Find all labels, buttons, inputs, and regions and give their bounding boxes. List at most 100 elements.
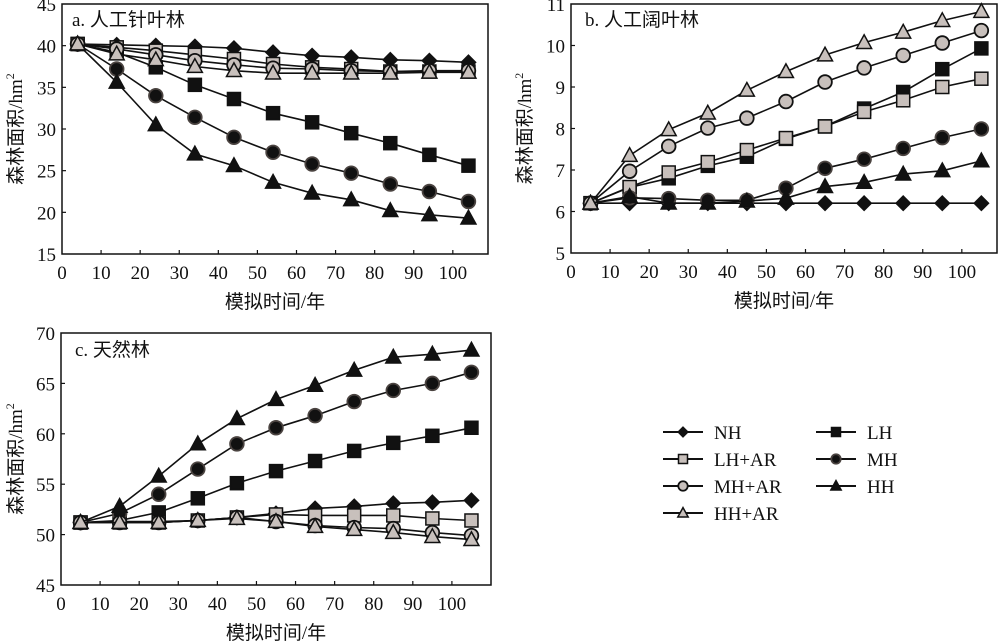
x-axis-title: 模拟时间/年 [226, 622, 326, 643]
data-point [110, 497, 129, 513]
data-point [777, 188, 795, 205]
data-point [382, 176, 399, 192]
legend-item: HH+AR [663, 504, 779, 525]
data-point [778, 93, 794, 110]
x-tick-label: 50 [247, 594, 266, 615]
data-point [346, 443, 362, 459]
x-tick-label: 70 [326, 263, 345, 284]
data-point [421, 183, 438, 200]
data-point [856, 104, 872, 120]
data-point [267, 512, 285, 529]
chart-c: 0 10 20 30 40 50 60 70 80 90 100 45 50 55 60 65 70 c. 天然林… [3, 324, 492, 643]
y-tick-label: 5 [556, 244, 566, 265]
data-point [149, 466, 168, 483]
legend-item: LH+AR [663, 450, 777, 471]
data-point [933, 161, 952, 178]
data-point [345, 520, 363, 537]
series-hh [581, 151, 991, 210]
data-point [342, 63, 360, 80]
data-point [425, 511, 440, 526]
data-point [190, 461, 206, 477]
y-tick-label: 9 [556, 78, 566, 99]
data-point [894, 164, 912, 181]
data-point [386, 435, 401, 451]
data-point [307, 453, 323, 469]
data-point [420, 205, 439, 222]
data-point [229, 436, 245, 452]
x-tick-label: 50 [757, 262, 776, 283]
data-point [107, 44, 126, 61]
series-line [589, 29, 982, 204]
legend-label: HH+AR [714, 504, 779, 525]
data-point [459, 208, 478, 225]
x-tick-label: 40 [718, 262, 737, 283]
diamond-icon [677, 426, 689, 438]
y-tick-label: 10 [546, 37, 565, 58]
panel-title: b. 人工阔叶林 [585, 9, 699, 31]
legend-label: LH [867, 423, 893, 444]
data-point [659, 120, 678, 137]
x-tick-label: 90 [403, 594, 422, 615]
data-point [817, 160, 833, 177]
data-point [856, 151, 872, 167]
data-point [225, 156, 243, 173]
data-point [934, 35, 951, 51]
data-point [385, 382, 401, 399]
data-point [303, 63, 321, 80]
y-tick-label: 6 [556, 203, 566, 224]
data-point [306, 376, 324, 393]
y-tick-label: 70 [36, 324, 55, 345]
data-point [816, 45, 834, 62]
data-point [71, 513, 90, 530]
y-axis-title-superscript: 2 [3, 73, 17, 79]
x-tick-label: 20 [130, 594, 149, 615]
y-tick-label: 11 [547, 0, 565, 16]
data-point [424, 375, 441, 392]
data-point [895, 93, 911, 108]
data-point [304, 156, 320, 172]
data-point [973, 22, 990, 39]
data-point [972, 2, 991, 19]
x-tick-label: 20 [131, 263, 150, 284]
panel-title: a. 人工针叶林 [72, 9, 185, 31]
y-tick-label: 65 [36, 374, 55, 395]
x-tick-label: 0 [56, 594, 66, 615]
data-point [463, 364, 480, 381]
x-tick-label: 80 [874, 262, 893, 283]
chart-a: 0 10 20 30 40 50 60 70 80 90 100 15 20 25 30 35 40 45 a. 人… [3, 0, 489, 313]
data-point [381, 201, 400, 218]
data-point [228, 509, 246, 526]
plot-frame [570, 3, 998, 254]
data-point [855, 33, 873, 50]
x-tick-label: 30 [170, 263, 189, 284]
data-point [384, 523, 403, 540]
panel-title: c. 天然林 [75, 339, 150, 361]
data-point [816, 177, 834, 194]
data-point [381, 63, 400, 80]
x-tick-label: 100 [438, 594, 467, 615]
data-point [934, 195, 951, 212]
x-tick-label: 90 [913, 262, 932, 283]
data-point [739, 110, 755, 126]
data-point [107, 72, 126, 89]
data-point [699, 103, 717, 120]
y-tick-label: 15 [37, 245, 56, 266]
data-point [856, 60, 872, 76]
legend-item: LH [816, 423, 893, 444]
data-point [659, 193, 678, 210]
y-tick-label: 60 [36, 425, 55, 446]
data-point [660, 138, 677, 155]
y-axis-title-superscript: 2 [512, 73, 526, 79]
filled-square-icon [830, 426, 842, 438]
data-point [895, 47, 911, 64]
data-point [739, 142, 755, 158]
x-tick-label: 80 [365, 263, 384, 284]
series-line [80, 349, 472, 524]
data-point [190, 491, 206, 506]
legend-label: NH [714, 423, 742, 444]
x-tick-label: 10 [91, 594, 110, 615]
x-axis-title: 模拟时间/年 [734, 290, 834, 312]
data-point [816, 195, 834, 212]
x-tick-label: 70 [835, 262, 854, 283]
data-point [423, 344, 442, 361]
